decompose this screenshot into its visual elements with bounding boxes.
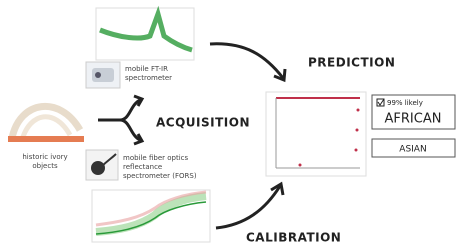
fors-label: reflectance	[123, 163, 162, 171]
ftir-label: spectrometer	[125, 74, 172, 82]
calibration-label: CALIBRATION	[246, 231, 341, 245]
fors-label: mobile fiber optics	[123, 154, 188, 162]
diagram: mobile FT-IR spectrometer historic ivory…	[0, 0, 459, 245]
fors-device	[86, 150, 118, 180]
result-asian: ASIAN	[372, 139, 455, 157]
ivory-label: historic ivory	[22, 153, 67, 161]
result-african: 99% likely AFRICAN	[372, 95, 455, 129]
acquisition-label: ACQUISITION	[156, 116, 250, 130]
fors-label: spectrometer (FORS)	[123, 172, 197, 180]
fors-spectrum	[92, 190, 210, 242]
ftir-spectrum	[96, 8, 194, 60]
result-likely: 99% likely	[387, 99, 423, 107]
result-asian-label: ASIAN	[399, 145, 426, 155]
prediction-label: PREDICTION	[308, 56, 395, 70]
ftir-device	[86, 62, 120, 88]
result-african-label: AFRICAN	[385, 112, 442, 127]
ftir-label: mobile FT-IR	[125, 65, 168, 73]
classification-plot	[266, 92, 366, 176]
ivory-label: objects	[32, 162, 58, 170]
ivory-icon	[8, 106, 84, 142]
acquisition-arrows	[98, 96, 142, 144]
